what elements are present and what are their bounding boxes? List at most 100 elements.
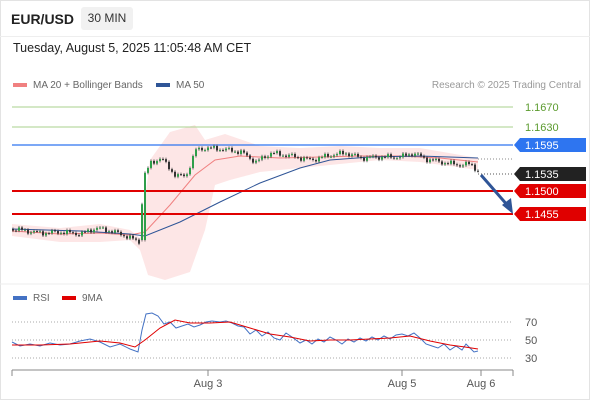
candle [78,235,80,237]
candle [162,158,164,160]
candle [381,156,383,160]
candle [186,174,188,177]
candle [99,227,101,229]
candle [372,155,374,157]
legend-rsi: RSI [13,293,50,304]
candle [150,160,152,168]
candle [234,151,236,153]
candle [198,147,200,150]
candle [390,154,392,158]
candle [444,163,446,165]
candle [297,157,299,159]
rsi-9ma-line [12,319,479,350]
legend-ma20-label: MA 20 + Bollinger Bands [33,80,143,91]
candle [318,157,320,162]
candle [126,236,128,239]
candle [222,149,224,151]
candle [36,231,38,233]
level-tag-1595 [514,138,586,152]
candle [33,231,35,233]
candle [57,231,59,234]
candle [246,152,248,156]
candle [327,153,329,157]
candle [435,158,437,161]
candle [348,153,350,157]
level-label-1595: 1.1595 [525,140,559,152]
legend-9ma-label: 9MA [82,293,103,304]
candle [357,153,359,157]
candle [474,164,476,171]
candle [405,153,407,156]
candle [207,147,209,151]
candle [60,232,62,234]
candle [417,153,419,155]
candle [243,150,245,153]
candle [144,172,146,240]
candle [324,153,326,157]
candle [336,154,338,156]
level-tag-1535 [514,167,586,181]
candle [384,156,386,158]
candle [18,227,20,231]
candle [177,174,179,177]
candle [237,151,239,154]
candle [45,233,47,236]
candle [369,156,371,158]
candle [312,158,314,160]
candle [210,147,212,149]
candle [426,157,428,163]
candle [441,161,443,165]
candle [15,230,17,232]
research-credit: Research © 2025 Trading Central [431,80,581,91]
candle [75,232,77,236]
candle [42,231,44,236]
candle [351,154,353,157]
candle [345,153,347,155]
candle [321,156,323,158]
candle [63,232,65,234]
candle [156,161,158,164]
candlestick-series [12,144,479,246]
candle [27,229,29,234]
candle [72,232,74,234]
candle [30,232,32,234]
candle [21,227,23,230]
candle [141,204,143,240]
candle [342,150,344,155]
forecast-arrow [479,174,511,208]
candle [267,156,269,158]
candle [453,160,455,165]
candle [258,159,260,161]
candle [108,231,110,233]
level-tag-1455 [514,207,586,221]
candle [84,231,86,233]
candle [171,169,173,172]
candle [300,157,302,161]
candle [360,156,362,158]
candle [249,155,251,159]
candle [39,231,41,233]
candle [273,153,275,155]
candle [393,157,395,159]
interval-button[interactable]: 30 MIN [81,7,133,30]
level-label-1670: 1.1670 [525,102,559,114]
candle [66,230,68,234]
chart-header: EUR/USD 30 MIN [0,0,590,37]
candle [396,158,398,160]
candle [288,154,290,157]
candle [153,160,155,164]
candle [411,154,413,156]
candle [12,229,14,231]
candle [315,159,317,162]
candle [255,160,257,163]
legend-9ma: 9MA [62,293,103,304]
candle [105,227,107,233]
candle [183,174,185,177]
9ma-swatch [62,296,76,301]
candle [168,161,170,170]
candle [333,155,335,157]
candle [468,161,470,165]
candle [270,153,272,157]
candle [228,147,230,149]
